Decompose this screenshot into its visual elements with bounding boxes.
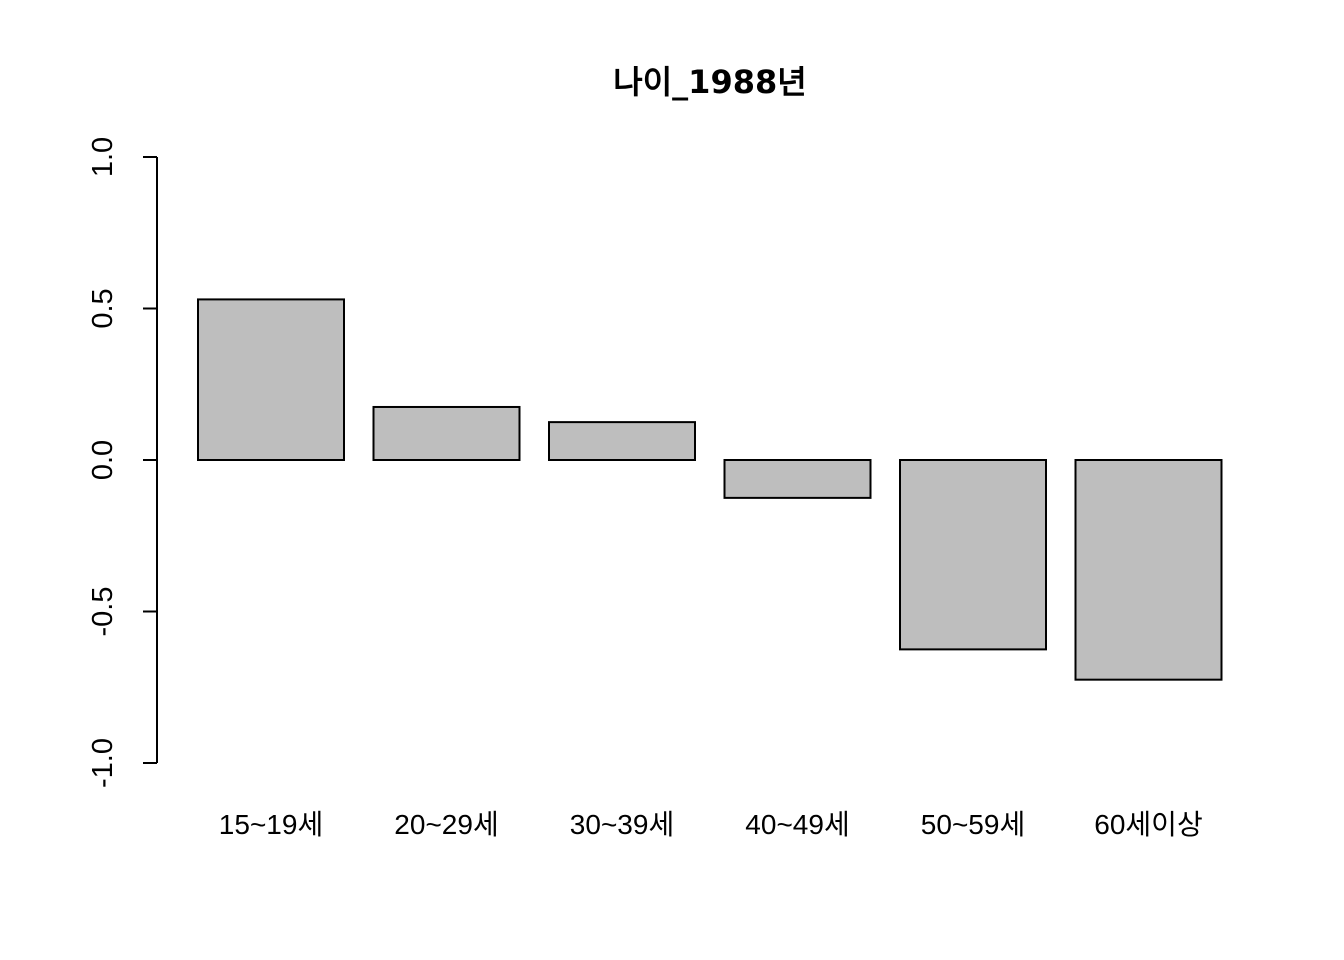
bars [197, 298, 1223, 681]
x-category-label: 60세이상 [1094, 809, 1202, 840]
y-tick-label: -0.5 [87, 587, 119, 637]
bar [548, 421, 696, 461]
bar [723, 459, 872, 499]
category-labels: 15~19세 20~29세 30~39세 40~49세 50~59세 60세이상 [219, 809, 1203, 840]
x-category-label: 20~29세 [394, 809, 498, 840]
chart-title: 나이_1988년 [613, 63, 806, 101]
x-category-label: 30~39세 [570, 809, 674, 840]
y-tick-label: -1.0 [87, 738, 119, 788]
x-category-label: 50~59세 [921, 809, 1025, 840]
x-category-label: 15~19세 [219, 809, 323, 840]
y-tick-label: 1.0 [87, 137, 119, 177]
x-category-label: 40~49세 [745, 809, 849, 840]
bar [1074, 459, 1223, 681]
bar [899, 459, 1047, 651]
bar [372, 405, 521, 462]
y-tick-label: 0.0 [87, 440, 119, 480]
bar [197, 298, 345, 461]
y-axis: -1.0 -0.5 0.0 0.5 1.0 [87, 137, 158, 788]
y-tick-label: 0.5 [87, 288, 119, 328]
